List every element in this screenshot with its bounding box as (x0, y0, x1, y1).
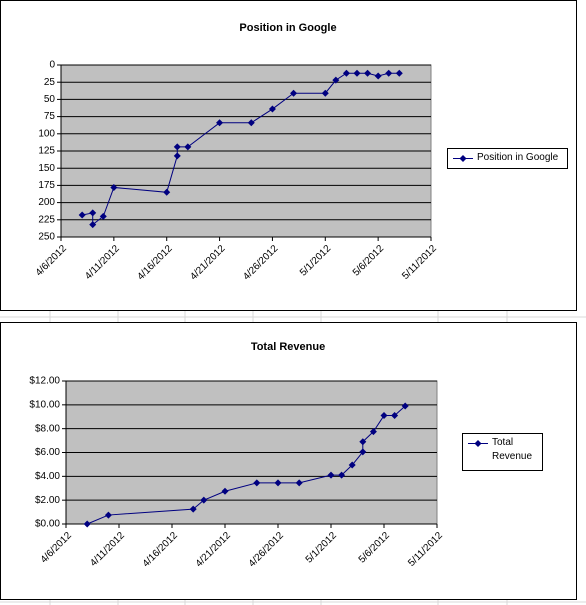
data-point (78, 211, 86, 219)
data-point (332, 76, 340, 84)
data-point (290, 89, 298, 97)
data-point (184, 143, 192, 151)
data-point (247, 119, 255, 127)
legend: Total Revenue (492, 437, 533, 462)
data-point (401, 402, 409, 410)
y-tick-label: 75 (44, 111, 56, 122)
y-tick-label: 250 (38, 232, 55, 243)
y-tick-label: $4.00 (35, 471, 60, 482)
y-tick-label: 0 (49, 60, 55, 71)
y-tick-label: 50 (44, 94, 56, 105)
y-tick-label: $10.00 (29, 399, 60, 410)
data-point (89, 221, 97, 229)
y-tick-label: 225 (38, 214, 55, 225)
data-point (353, 69, 361, 77)
legend-label: Position in Google (477, 152, 559, 163)
y-tick-label: 25 (44, 77, 56, 88)
data-point (173, 152, 181, 160)
data-point (83, 520, 91, 528)
data-point (321, 89, 329, 97)
legend-box (447, 148, 568, 169)
y-tick-label: $6.00 (35, 447, 60, 458)
data-point (216, 119, 224, 127)
data-point (274, 479, 282, 487)
data-point (385, 69, 393, 77)
data-point (369, 428, 377, 436)
data-point (395, 69, 403, 77)
data-point (359, 438, 367, 446)
y-tick-label: 125 (38, 146, 55, 157)
y-tick-label: $8.00 (35, 423, 60, 434)
data-point (342, 69, 350, 77)
legend-marker (459, 155, 467, 162)
chart-title: Total Revenue (251, 341, 325, 353)
y-tick-label: $12.00 (29, 376, 60, 387)
data-point (99, 212, 107, 220)
data-point (200, 496, 208, 504)
data-point (380, 412, 388, 420)
y-tick-label: 200 (38, 197, 55, 208)
data-point (89, 209, 97, 217)
data-point (295, 479, 303, 487)
data-point (364, 69, 372, 77)
y-tick-label: $2.00 (35, 495, 60, 506)
data-point (359, 448, 367, 456)
data-point (189, 505, 197, 513)
data-point (163, 188, 171, 196)
data-point (338, 471, 346, 479)
legend-marker (474, 440, 482, 447)
data-point (268, 105, 276, 113)
data-point (348, 461, 356, 469)
data-point (173, 143, 181, 151)
legend-box (462, 433, 543, 471)
data-point (327, 471, 335, 479)
data-point (253, 479, 261, 487)
y-tick-label: 175 (38, 180, 55, 191)
data-point (221, 487, 229, 495)
data-point (391, 412, 399, 420)
chart-title: Position in Google (239, 22, 336, 34)
legend: Position in Google (477, 152, 559, 163)
data-point (374, 72, 382, 80)
y-tick-label: 150 (38, 163, 55, 174)
y-tick-label: $0.00 (35, 519, 60, 530)
legend-label: Total Revenue (492, 437, 533, 462)
data-point (104, 511, 112, 519)
y-tick-label: 100 (38, 128, 55, 139)
data-point (110, 183, 118, 191)
